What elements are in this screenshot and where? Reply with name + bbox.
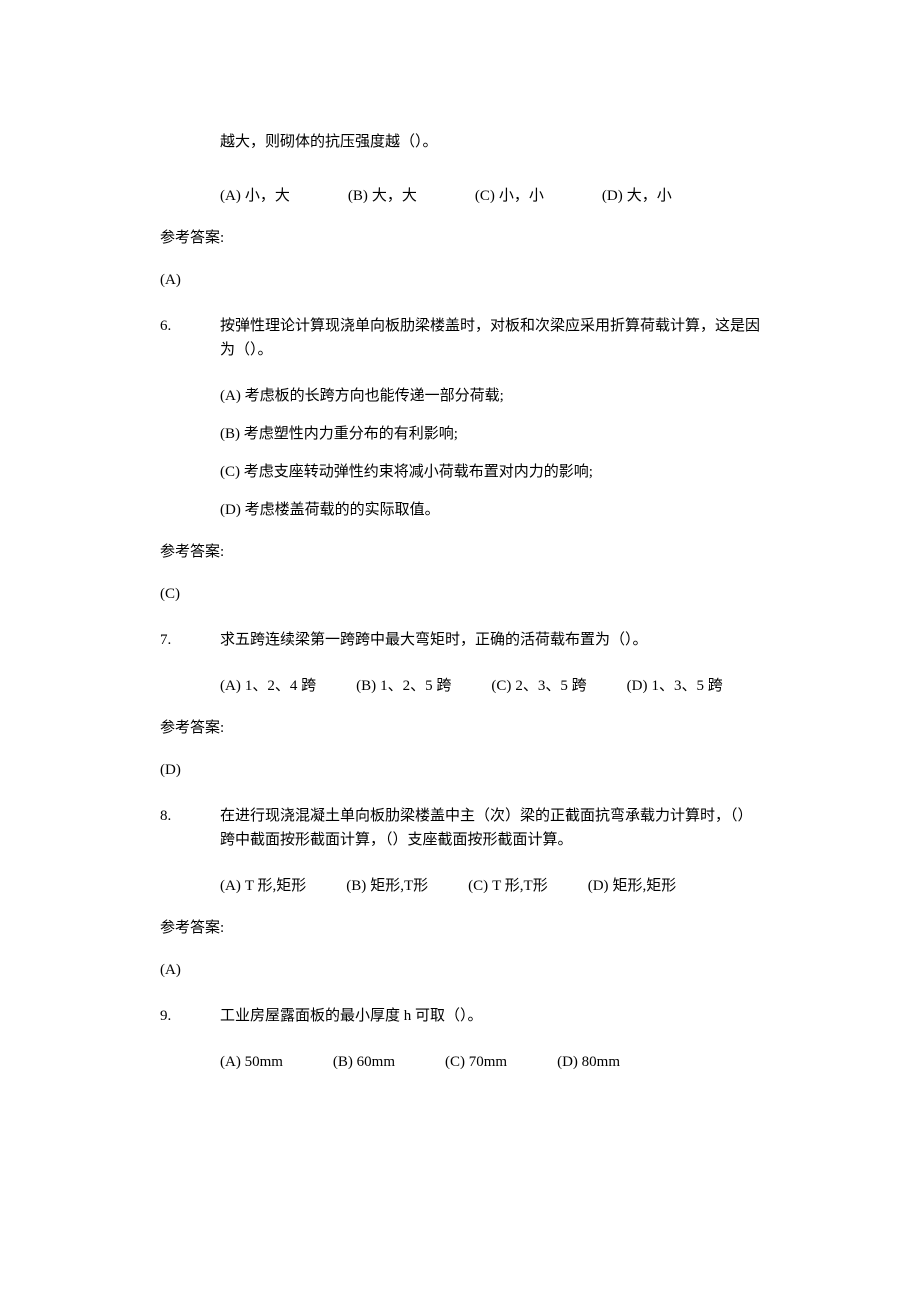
q6: 6. 按弹性理论计算现浇单向板肋梁楼盖时，对板和次梁应采用折算荷载计算，这是因为… — [160, 314, 760, 362]
q6-option-b: (B) 考虑塑性内力重分布的有利影响; — [220, 422, 760, 446]
q5-option-d: (D) 大，小 — [602, 184, 672, 208]
q7-options: (A) 1、2、4 跨 (B) 1、2、5 跨 (C) 2、3、5 跨 (D) … — [220, 674, 760, 698]
q8-answer-label: 参考答案: — [160, 916, 760, 940]
q8-number: 8. — [160, 804, 220, 852]
q6-option-d: (D) 考虑楼盖荷载的的实际取值。 — [220, 498, 760, 522]
option-text: 2、3、5 跨 — [515, 674, 586, 698]
option-label: (C) — [491, 674, 511, 698]
option-label: (A) — [220, 184, 241, 208]
q9-option-d: (D) 80mm — [557, 1050, 620, 1074]
q9-text: 工业房屋露面板的最小厚度 h 可取（）。 — [220, 1004, 760, 1028]
q5-option-b: (B) 大，大 — [348, 184, 417, 208]
q7-option-b: (B) 1、2、5 跨 — [356, 674, 451, 698]
q6-text: 按弹性理论计算现浇单向板肋梁楼盖时，对板和次梁应采用折算荷载计算，这是因为（）。 — [220, 314, 760, 362]
q8-option-b: (B) 矩形,T形 — [346, 874, 428, 898]
option-text: 1、2、4 跨 — [245, 674, 316, 698]
option-text: T 形,T形 — [492, 874, 548, 898]
option-text: 大，大 — [372, 184, 417, 208]
q9-option-c: (C) 70mm — [445, 1050, 507, 1074]
q8-answer: (A) — [160, 958, 760, 982]
q5-answer: (A) — [160, 268, 760, 292]
q6-number: 6. — [160, 314, 220, 362]
q7-option-d: (D) 1、3、5 跨 — [627, 674, 723, 698]
option-label: (D) — [588, 874, 609, 898]
q6-option-c: (C) 考虑支座转动弹性约束将减小荷载布置对内力的影响; — [220, 460, 760, 484]
q8-option-a: (A) T 形,矩形 — [220, 874, 306, 898]
q7: 7. 求五跨连续梁第一跨跨中最大弯矩时，正确的活荷载布置为（）。 — [160, 628, 760, 652]
q8-option-d: (D) 矩形,矩形 — [588, 874, 677, 898]
q9-option-b: (B) 60mm — [333, 1050, 395, 1074]
q7-text: 求五跨连续梁第一跨跨中最大弯矩时，正确的活荷载布置为（）。 — [220, 628, 760, 652]
option-label: (B) — [356, 674, 376, 698]
q6-answer-label: 参考答案: — [160, 540, 760, 564]
q7-option-a: (A) 1、2、4 跨 — [220, 674, 316, 698]
q8-options: (A) T 形,矩形 (B) 矩形,T形 (C) T 形,T形 (D) 矩形,矩… — [220, 874, 760, 898]
q6-answer: (C) — [160, 582, 760, 606]
option-label: (C) — [475, 184, 495, 208]
q9-option-a: (A) 50mm — [220, 1050, 283, 1074]
option-label: (D) — [627, 674, 648, 698]
q7-number: 7. — [160, 628, 220, 652]
option-text: 矩形,矩形 — [613, 874, 677, 898]
option-label: (B) — [346, 874, 366, 898]
q5-option-c: (C) 小，小 — [475, 184, 544, 208]
option-text: 1、2、5 跨 — [380, 674, 451, 698]
q6-options: (A) 考虑板的长跨方向也能传递一部分荷载; (B) 考虑塑性内力重分布的有利影… — [220, 384, 760, 522]
q5-option-a: (A) 小，大 — [220, 184, 290, 208]
option-label: (A) — [220, 874, 241, 898]
q6-option-a: (A) 考虑板的长跨方向也能传递一部分荷载; — [220, 384, 760, 408]
option-label: (C) — [468, 874, 488, 898]
option-label: (A) — [220, 674, 241, 698]
option-text: 大，小 — [627, 184, 672, 208]
q9-options: (A) 50mm (B) 60mm (C) 70mm (D) 80mm — [220, 1050, 760, 1074]
option-text: 小，大 — [245, 184, 290, 208]
q9: 9. 工业房屋露面板的最小厚度 h 可取（）。 — [160, 1004, 760, 1028]
q9-number: 9. — [160, 1004, 220, 1028]
q5-fragment-text: 越大，则砌体的抗压强度越（）。 — [220, 130, 760, 154]
q7-answer-label: 参考答案: — [160, 716, 760, 740]
option-label: (D) — [602, 184, 623, 208]
q8-text: 在进行现浇混凝土单向板肋梁楼盖中主（次）梁的正截面抗弯承载力计算时，（）跨中截面… — [220, 804, 760, 852]
q7-option-c: (C) 2、3、5 跨 — [491, 674, 586, 698]
option-text: 矩形,T形 — [370, 874, 428, 898]
option-label: (B) — [348, 184, 368, 208]
q5-answer-label: 参考答案: — [160, 226, 760, 250]
q5-options: (A) 小，大 (B) 大，大 (C) 小，小 (D) 大，小 — [220, 184, 760, 208]
document-content: 越大，则砌体的抗压强度越（）。 (A) 小，大 (B) 大，大 (C) 小，小 … — [160, 130, 760, 1074]
option-text: T 形,矩形 — [245, 874, 306, 898]
q8-option-c: (C) T 形,T形 — [468, 874, 548, 898]
q8: 8. 在进行现浇混凝土单向板肋梁楼盖中主（次）梁的正截面抗弯承载力计算时，（）跨… — [160, 804, 760, 852]
option-text: 1、3、5 跨 — [651, 674, 722, 698]
option-text: 小，小 — [499, 184, 544, 208]
q7-answer: (D) — [160, 758, 760, 782]
